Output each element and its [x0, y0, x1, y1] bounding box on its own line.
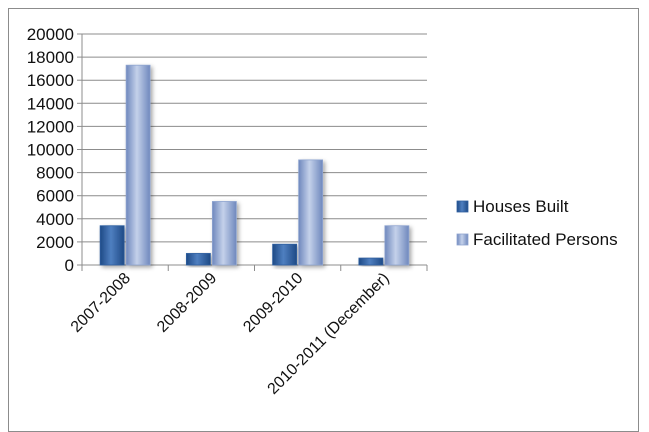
x-category-label: 2007-2008 — [68, 270, 134, 336]
legend-swatch-1 — [456, 233, 469, 246]
y-tick-label: 14000 — [27, 94, 74, 113]
bar-facilitated-persons-2 — [298, 159, 324, 266]
chart-frame — [8, 8, 639, 432]
bar-facilitated-persons-0 — [125, 64, 151, 266]
y-axis-tick-labels: 0 2000 4000 6000 8000 10000 12000 14000 16000 180… — [27, 25, 74, 275]
legend-label-0: Houses Built — [473, 197, 569, 216]
bar-houses-built-1 — [185, 253, 211, 266]
y-tick-label: 8000 — [36, 164, 74, 183]
y-tick-label: 2000 — [36, 233, 74, 252]
y-tick-label: 4000 — [36, 210, 74, 229]
y-tick-label: 20000 — [27, 25, 74, 44]
bar-facilitated-persons-3 — [384, 225, 410, 266]
y-tick-label: 12000 — [27, 117, 74, 136]
legend: Houses Built Facilitated Persons — [456, 197, 618, 249]
bar-houses-built-2 — [272, 243, 298, 266]
y-tick-label: 0 — [65, 256, 74, 275]
x-category-label: 2008-2009 — [154, 270, 220, 336]
legend-label-1: Facilitated Persons — [473, 230, 618, 249]
y-tick-label: 10000 — [27, 141, 74, 160]
bars — [99, 64, 410, 266]
x-category-label: 2009-2010 — [240, 270, 306, 336]
y-tick-label: 18000 — [27, 48, 74, 67]
bar-houses-built-0 — [99, 225, 125, 266]
y-tick-label: 16000 — [27, 71, 74, 90]
bar-houses-built-3 — [358, 257, 384, 266]
y-tick-label: 6000 — [36, 187, 74, 206]
bar-facilitated-persons-1 — [211, 201, 237, 266]
legend-swatch-0 — [456, 200, 469, 213]
